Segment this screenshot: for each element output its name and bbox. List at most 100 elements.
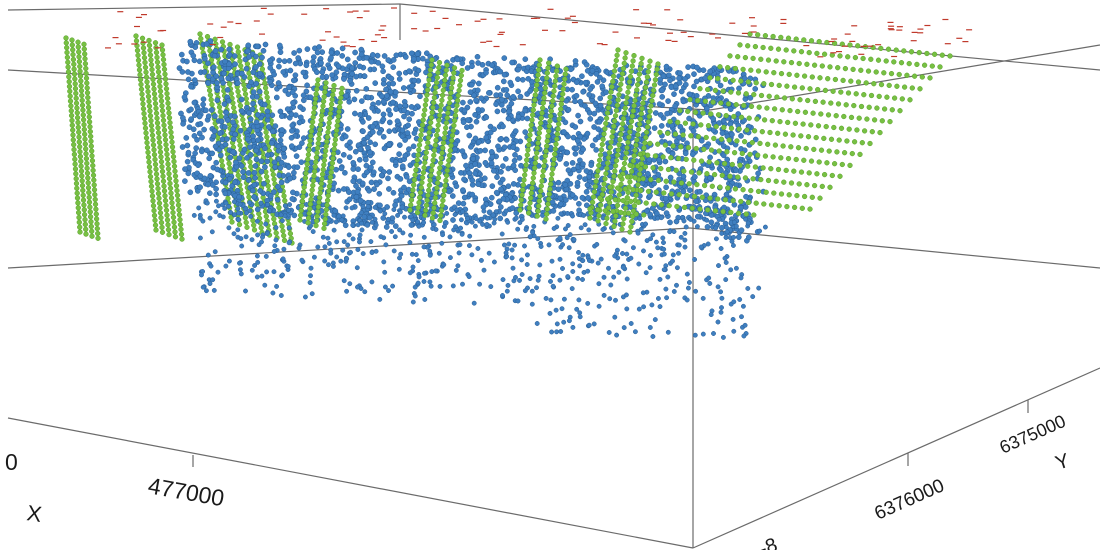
green-point [635, 163, 641, 169]
blue-point [369, 279, 375, 285]
blue-point [289, 127, 295, 134]
green-point [591, 189, 598, 195]
blue-point [582, 176, 588, 182]
blue-point [365, 94, 371, 101]
green-point [535, 140, 541, 146]
box-lower-right-edge [689, 227, 1100, 269]
blue-point [477, 147, 484, 154]
blue-point [522, 107, 528, 114]
green-point [171, 163, 178, 169]
green-point [67, 98, 74, 104]
green-point [908, 49, 915, 55]
blue-point [182, 166, 188, 172]
green-point [611, 118, 618, 124]
green-point [66, 74, 72, 80]
green-point [640, 100, 646, 106]
green-point [85, 185, 92, 191]
blue-point [180, 120, 186, 127]
green-point [740, 66, 746, 73]
blue-point [218, 75, 224, 82]
blue-point [636, 261, 642, 267]
green-point [612, 163, 619, 169]
green-point [693, 145, 699, 152]
blue-point [290, 189, 296, 196]
blue-point [406, 68, 413, 74]
blue-point [214, 166, 221, 173]
blue-point [515, 76, 521, 83]
green-point [617, 136, 623, 143]
green-point [663, 178, 669, 184]
blue-point [463, 162, 469, 169]
blue-point [582, 79, 589, 86]
blue-point [576, 297, 582, 303]
blue-point [390, 57, 397, 63]
green-point [321, 94, 327, 100]
blue-point [716, 263, 721, 269]
blue-point [558, 211, 564, 217]
blue-point [187, 189, 194, 196]
green-point [716, 148, 722, 154]
green-point [79, 173, 85, 179]
blue-point [580, 146, 586, 153]
blue-point [694, 64, 700, 71]
green-point [424, 92, 430, 98]
green-point [438, 102, 444, 108]
blue-point [232, 131, 238, 138]
blue-point [355, 284, 360, 290]
blue-point [515, 226, 521, 232]
blue-point [343, 93, 350, 99]
green-point [710, 99, 716, 105]
blue-point [469, 177, 476, 184]
blue-point [202, 55, 208, 62]
blue-point [524, 252, 530, 258]
blue-point [289, 196, 296, 202]
green-point [545, 133, 551, 139]
blue-point [253, 156, 260, 163]
green-point [145, 93, 152, 100]
blue-point [501, 55, 508, 61]
blue-point [582, 222, 588, 228]
green-point [783, 167, 789, 174]
green-point [691, 193, 698, 200]
blue-point [692, 174, 698, 180]
green-point [419, 174, 426, 181]
blue-point [388, 75, 395, 82]
blue-point [680, 173, 687, 180]
green-point [162, 137, 169, 143]
green-point [165, 227, 172, 233]
green-point [695, 134, 702, 140]
green-point [424, 87, 431, 93]
blue-point [270, 290, 276, 296]
blue-point [567, 66, 574, 73]
green-point [329, 160, 336, 166]
green-point [150, 81, 157, 87]
blue-point [693, 198, 699, 205]
green-point [143, 135, 150, 141]
blue-point [441, 224, 447, 229]
green-point [146, 164, 153, 170]
blue-point [474, 53, 481, 60]
green-point [166, 175, 173, 182]
blue-point [494, 84, 501, 91]
green-point [868, 56, 874, 62]
green-point [455, 92, 461, 99]
blue-point [385, 107, 392, 113]
green-point [448, 142, 454, 149]
green-point [148, 62, 155, 68]
green-point [449, 137, 455, 144]
green-point [169, 144, 176, 150]
blue-point [308, 273, 313, 279]
green-point [614, 202, 621, 209]
blue-point [197, 235, 203, 241]
blue-point [227, 154, 234, 161]
green-point [610, 208, 616, 215]
blue-point [215, 269, 221, 275]
blue-point [628, 321, 634, 326]
blue-point [328, 49, 335, 56]
blue-point [641, 248, 646, 254]
green-point [317, 122, 324, 128]
green-point [801, 37, 807, 43]
blue-point [662, 195, 669, 202]
green-point [646, 113, 652, 120]
blue-point [205, 113, 212, 120]
